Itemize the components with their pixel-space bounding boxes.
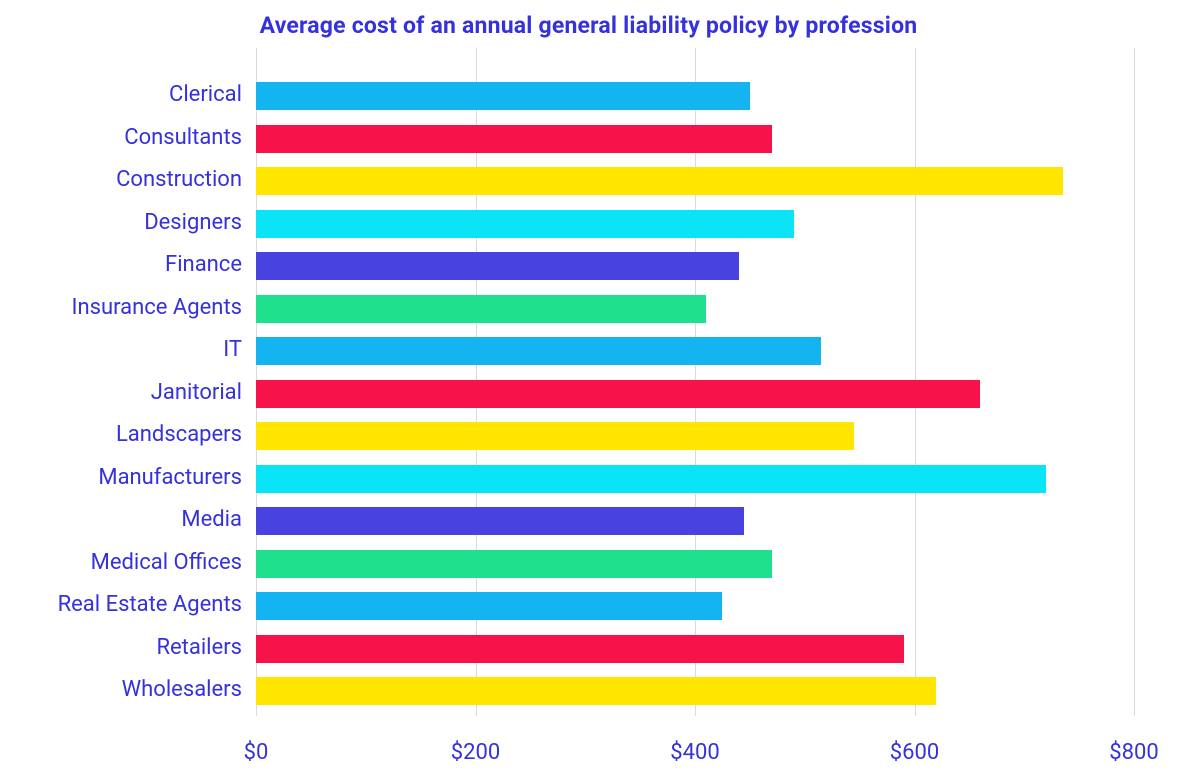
bar-row [256, 289, 1134, 332]
bar-row [256, 161, 1134, 204]
chart-title: Average cost of an annual general liabil… [0, 12, 1177, 39]
bar [256, 252, 739, 280]
bar [256, 550, 772, 578]
bar [256, 677, 936, 705]
y-axis-label: Media [181, 507, 242, 532]
y-axis-label: IT [223, 337, 242, 362]
x-tick-label: $0 [244, 740, 269, 765]
bar [256, 592, 722, 620]
bar [256, 635, 904, 663]
bar-row [256, 204, 1134, 247]
x-tick-label: $800 [1109, 740, 1158, 765]
gridline [1134, 48, 1135, 716]
bar-row [256, 331, 1134, 374]
y-axis-label: Insurance Agents [72, 295, 242, 320]
bar [256, 295, 706, 323]
x-tick-label: $400 [670, 740, 719, 765]
y-axis-label: Finance [165, 252, 242, 277]
y-axis-label: Retailers [156, 635, 242, 660]
bar [256, 82, 750, 110]
bar-row [256, 671, 1134, 714]
bar-row [256, 246, 1134, 289]
bar-row [256, 119, 1134, 162]
bar [256, 380, 980, 408]
bar-row [256, 76, 1134, 119]
y-axis-label: Consultants [124, 125, 242, 150]
bar [256, 422, 854, 450]
plot-area: $0$200$400$600$800 [256, 48, 1134, 716]
bar-row [256, 629, 1134, 672]
bar-row [256, 501, 1134, 544]
bar [256, 167, 1063, 195]
bar-row [256, 416, 1134, 459]
y-axis-label: Janitorial [151, 380, 242, 405]
bar-row [256, 586, 1134, 629]
y-axis-label: Real Estate Agents [58, 592, 242, 617]
bar [256, 210, 794, 238]
y-axis-label: Construction [116, 167, 242, 192]
y-axis-label: Manufacturers [98, 465, 242, 490]
bar [256, 507, 744, 535]
y-axis-label: Designers [144, 210, 242, 235]
x-tick-label: $200 [451, 740, 500, 765]
y-axis-label: Clerical [169, 82, 242, 107]
y-axis-label: Medical Offices [91, 550, 242, 575]
bar [256, 465, 1046, 493]
y-axis-label: Wholesalers [122, 677, 242, 702]
bar-row [256, 374, 1134, 417]
bar-row [256, 459, 1134, 502]
bar-row [256, 544, 1134, 587]
bar [256, 337, 821, 365]
y-axis-label: Landscapers [116, 422, 242, 447]
x-tick-label: $600 [890, 740, 939, 765]
bar [256, 125, 772, 153]
